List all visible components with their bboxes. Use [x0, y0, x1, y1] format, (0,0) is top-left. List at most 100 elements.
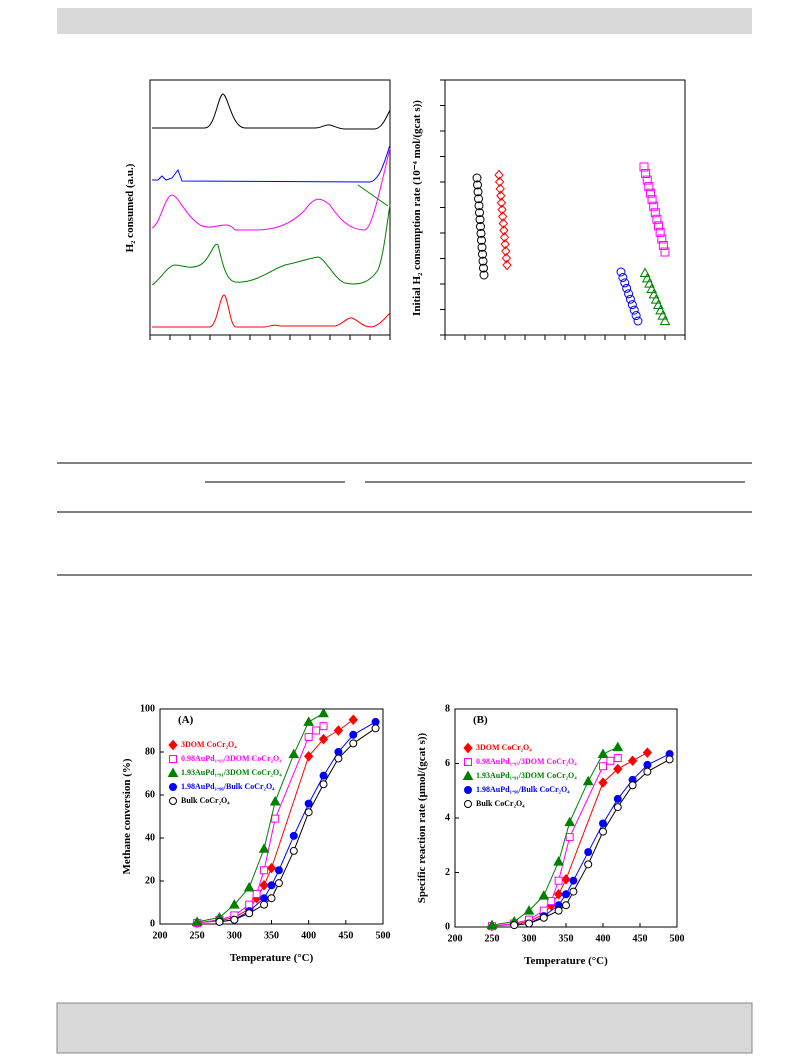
marker — [645, 188, 655, 198]
marker — [500, 238, 510, 250]
data-point — [599, 819, 607, 828]
marker — [473, 187, 483, 197]
marker — [499, 225, 509, 236]
profile — [151, 147, 391, 231]
x-axis-label: Temperature (°C) — [524, 955, 608, 967]
marker — [475, 208, 484, 218]
data-point — [598, 777, 608, 788]
marker — [474, 201, 484, 211]
table — [57, 462, 752, 576]
y-tick-label: 8 — [445, 703, 450, 714]
x-tick-label: 450 — [633, 933, 648, 944]
legend-marker — [169, 755, 177, 763]
data-point — [510, 921, 519, 930]
legend-label: 3DOM CoCr₂O₄ — [476, 743, 532, 752]
y-tick-label: 60 — [145, 789, 155, 800]
legend-label: 0.98AuPd₁.₉₃/3DOM CoCr₂O₄ — [181, 754, 282, 763]
x-tick-label: 250 — [485, 933, 500, 944]
data-point — [553, 856, 564, 866]
data-point — [612, 741, 624, 752]
marker — [479, 270, 489, 280]
footer-box — [56, 1002, 753, 1054]
marker — [660, 247, 670, 257]
data-point — [191, 916, 203, 926]
legend-marker — [167, 767, 179, 777]
data-point — [584, 848, 593, 857]
marker — [644, 182, 654, 192]
legend-marker — [168, 739, 178, 751]
legend-label: 3DOM CoCr₂O₄ — [181, 740, 237, 749]
marker — [641, 272, 653, 283]
x-axis-label: Temperature (°C) — [230, 952, 314, 964]
data-point — [318, 707, 329, 718]
data-point — [304, 799, 313, 808]
data-point — [642, 747, 653, 758]
marker — [639, 162, 649, 172]
marker — [655, 227, 665, 237]
data-point — [303, 751, 314, 762]
y-axis-label: Methane conversion (%) — [121, 758, 133, 874]
data-point — [269, 795, 281, 806]
data-point — [599, 827, 607, 836]
marker — [657, 234, 667, 244]
data-point — [228, 899, 240, 909]
marker — [657, 310, 669, 320]
profile — [152, 294, 391, 328]
marker — [472, 173, 482, 183]
marker — [474, 194, 483, 204]
data-point — [259, 880, 269, 891]
data-point — [333, 725, 344, 736]
marker — [639, 267, 651, 277]
marker — [654, 221, 664, 231]
y-tick-label: 80 — [145, 746, 155, 757]
marker — [479, 263, 488, 273]
panel-label: (A) — [178, 714, 194, 726]
marker — [646, 283, 658, 293]
data-point — [349, 739, 358, 748]
data-point — [371, 724, 380, 733]
marker — [658, 240, 668, 250]
marker — [647, 195, 657, 205]
marker — [501, 245, 511, 257]
legend-marker — [169, 797, 177, 805]
marker — [620, 278, 630, 288]
data-point — [215, 917, 224, 926]
marker — [629, 305, 639, 315]
x-tick-label: 500 — [376, 930, 391, 941]
data-point — [628, 781, 637, 790]
data-point — [304, 732, 313, 741]
legend-label: Bulk CoCr₂O₄ — [181, 796, 230, 805]
marker — [501, 252, 512, 264]
data-point — [582, 775, 594, 786]
plot-frame — [149, 79, 391, 336]
marker — [477, 235, 486, 245]
data-point — [288, 748, 300, 759]
legend-marker — [463, 742, 473, 754]
marker — [496, 197, 507, 208]
data-point — [643, 767, 652, 776]
data-point — [319, 780, 328, 789]
data-point — [271, 814, 280, 823]
data-point — [561, 874, 571, 885]
data-point — [584, 860, 593, 869]
header-bar — [57, 8, 752, 34]
y-tick-label: 0 — [445, 921, 450, 932]
data-point — [260, 866, 269, 875]
profile — [152, 93, 391, 130]
legend-label: Bulk CoCr₂O₄ — [476, 799, 525, 808]
data-point — [606, 756, 615, 765]
profile — [151, 204, 391, 286]
data-point — [665, 755, 674, 764]
data-point — [349, 730, 358, 739]
data-point — [627, 755, 638, 767]
marker — [649, 201, 659, 211]
marker — [476, 222, 485, 231]
data-point — [245, 909, 254, 918]
legend-label: 1.93AuPd₁.₉₁/3DOM CoCr₂O₄ — [181, 768, 282, 777]
x-tick-label: 300 — [522, 933, 537, 944]
x-tick-label: 200 — [448, 933, 463, 944]
plot-frame — [444, 79, 686, 336]
data-point — [252, 889, 261, 898]
marker — [631, 311, 641, 321]
data-point — [613, 754, 622, 763]
